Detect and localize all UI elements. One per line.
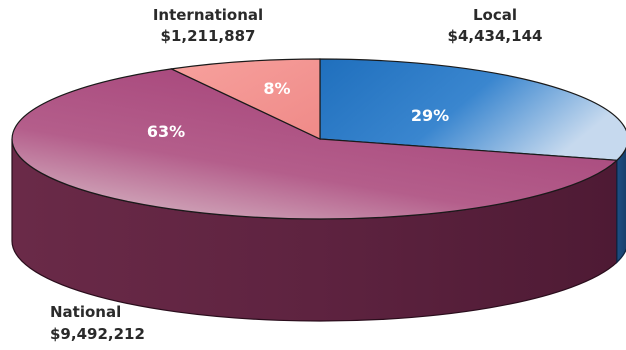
slice-name-local: Local [473,6,517,24]
slice-value-local: $4,434,144 [448,27,543,45]
pie-side-local [616,146,626,264]
pie-slice-national [11,68,619,220]
pie-slice-international [169,58,321,140]
slice-value-international: $1,211,887 [161,27,256,45]
percent-label-international: 8% [263,79,290,98]
slice-value-national: $9,492,212 [50,325,145,343]
slice-name-international: International [153,6,263,24]
percent-label-local: 29% [411,106,449,125]
slice-name-national: National [50,303,121,321]
percent-label-national: 63% [147,122,185,141]
pie-slice-local [319,58,626,161]
